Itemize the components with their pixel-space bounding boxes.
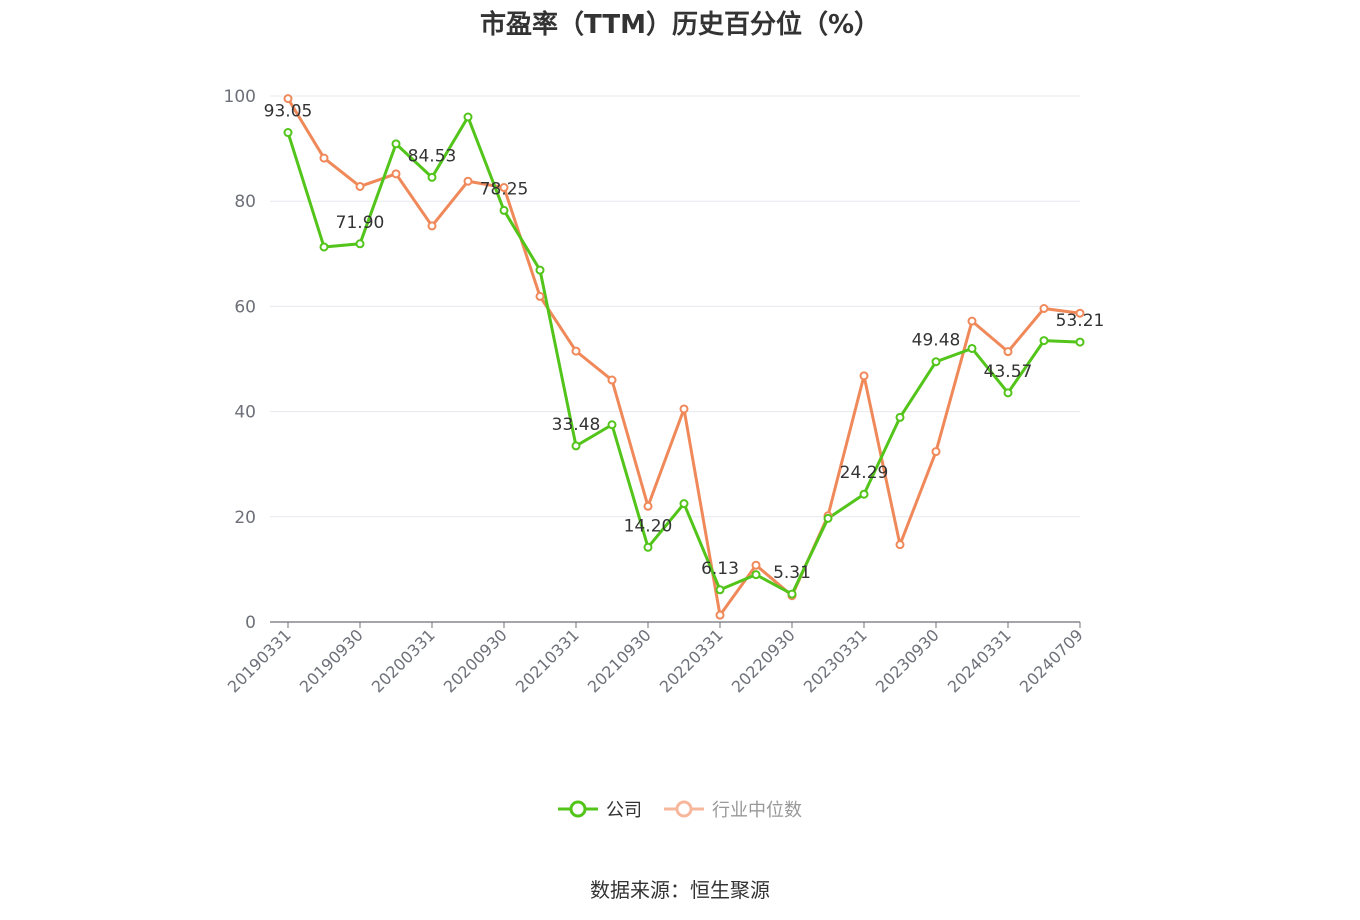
data-label: 6.13 — [701, 559, 739, 579]
x-tick-label: 20240331 — [944, 625, 1015, 696]
data-label: 5.31 — [773, 563, 811, 583]
industry-data-point — [355, 181, 365, 191]
data-label: 71.90 — [336, 213, 385, 233]
company-data-point — [787, 589, 797, 599]
company-data-point — [679, 499, 689, 509]
x-tick-label: 20210930 — [584, 625, 655, 696]
industry-data-point — [967, 316, 977, 326]
company-data-point — [499, 205, 509, 215]
company-data-point — [535, 265, 545, 275]
data-label: 33.48 — [552, 415, 601, 435]
industry-data-point — [1039, 304, 1049, 314]
company-data-point — [931, 357, 941, 367]
legend-company-icon — [558, 800, 598, 818]
company-data-point — [1003, 388, 1013, 398]
industry-data-point — [1003, 347, 1013, 357]
legend-item-company[interactable]: 公司 — [558, 796, 642, 822]
industry-data-point — [571, 346, 581, 356]
company-data-point — [283, 128, 293, 138]
industry-data-point — [859, 371, 869, 381]
company-data-point — [463, 112, 473, 122]
industry-data-point — [607, 375, 617, 385]
company-data-point — [1039, 336, 1049, 346]
industry-data-point — [463, 176, 473, 186]
x-tick-label: 20200930 — [440, 625, 511, 696]
legend-company-label: 公司 — [606, 800, 642, 821]
industry-data-point — [283, 94, 293, 104]
company-data-point — [823, 513, 833, 523]
industry-data-point — [751, 560, 761, 570]
x-tick-label: 20230930 — [872, 625, 943, 696]
company-data-point — [319, 242, 329, 252]
company-data-point — [643, 542, 653, 552]
data-label: 43.57 — [984, 362, 1033, 382]
industry-data-point — [1075, 308, 1085, 318]
company-data-point — [391, 139, 401, 149]
x-tick-label: 20190930 — [296, 625, 367, 696]
data-label: 78.25 — [480, 179, 529, 199]
data-source: 数据来源：恒生聚源 — [590, 878, 770, 902]
industry-data-point — [391, 169, 401, 179]
x-tick-label: 20220331 — [656, 625, 727, 696]
chart-title: 市盈率（TTM）历史百分位（%） — [480, 10, 880, 40]
x-tick-label: 20220930 — [728, 625, 799, 696]
company-data-point — [967, 343, 977, 353]
company-data-point — [571, 441, 581, 451]
line-chart: 0 20 40 60 80 100 20190331 20190930 20200331 2020… — [224, 87, 1105, 696]
data-label: 24.29 — [840, 463, 889, 483]
y-tick-label: 80 — [234, 192, 256, 212]
legend-industry-label: 行业中位数 — [712, 800, 802, 821]
industry-data-point — [643, 501, 653, 511]
company-data-point — [1075, 337, 1085, 347]
legend-industry-icon — [664, 800, 704, 818]
y-tick-label: 100 — [224, 87, 256, 107]
x-tick-label: 20240709 — [1016, 625, 1087, 696]
data-label: 53.21 — [1056, 311, 1105, 331]
industry-data-point — [427, 221, 437, 231]
industry-data-point — [499, 183, 509, 193]
x-tick-label: 20190331 — [224, 625, 295, 696]
legend-item-industry[interactable]: 行业中位数 — [664, 796, 802, 822]
industry-data-point — [679, 404, 689, 414]
y-tick-label: 0 — [245, 613, 256, 633]
company-data-point — [859, 489, 869, 499]
legend: 公司 行业中位数 — [0, 796, 1360, 822]
data-label: 93.05 — [264, 102, 313, 122]
y-tick-label: 40 — [234, 403, 256, 423]
industry-data-point — [895, 540, 905, 550]
y-tick-label: 60 — [234, 297, 256, 317]
company-data-point — [355, 239, 365, 249]
industry-data-point — [715, 610, 725, 620]
industry-data-point — [535, 291, 545, 301]
x-tick-label: 20210331 — [512, 625, 583, 696]
industry-series-line — [286, 97, 1081, 617]
x-tick-label: 20230331 — [800, 625, 871, 696]
company-data-point — [427, 172, 437, 182]
company-data-point — [751, 570, 761, 580]
data-label: 14.20 — [624, 516, 673, 536]
industry-data-point — [319, 153, 329, 163]
company-data-point — [607, 420, 617, 430]
company-data-point — [895, 412, 905, 422]
x-tick-label: 20200331 — [368, 625, 439, 696]
y-tick-label: 20 — [234, 508, 256, 528]
company-data-point — [715, 585, 725, 595]
data-label: 84.53 — [408, 146, 457, 166]
data-label: 49.48 — [912, 331, 961, 351]
industry-data-point — [931, 447, 941, 457]
